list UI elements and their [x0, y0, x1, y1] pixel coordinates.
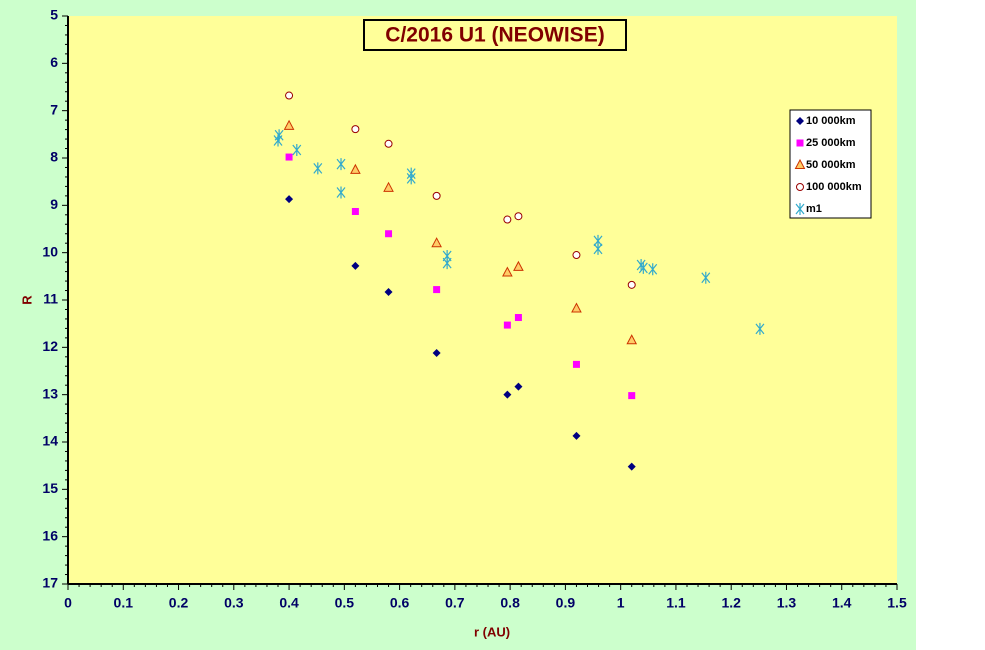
x-tick-label: 0.1 [114, 595, 134, 611]
y-tick-label: 10 [42, 243, 58, 259]
point [274, 129, 284, 142]
legend-label: 100 000km [806, 181, 862, 193]
point [626, 334, 638, 345]
legend-marker [795, 203, 805, 215]
point [514, 382, 523, 391]
point [406, 172, 416, 185]
y-tick-label: 13 [42, 385, 58, 401]
point [283, 119, 295, 130]
point [351, 207, 359, 215]
x-tick-label: 1.5 [887, 595, 907, 611]
y-tick-label: 15 [42, 480, 58, 496]
x-tick-label: 1.2 [721, 595, 741, 611]
point [442, 257, 452, 270]
legend-marker [794, 158, 806, 169]
y-tick-label: 9 [50, 196, 58, 212]
x-tick-label: 1 [617, 595, 625, 611]
x-tick-label: 0.2 [169, 595, 189, 611]
plot-area [68, 16, 897, 584]
point [384, 287, 393, 296]
x-tick-label: 1.1 [666, 595, 686, 611]
x-tick-label: 0.7 [445, 595, 465, 611]
point [572, 251, 581, 260]
title-box [363, 19, 627, 51]
point [285, 195, 294, 204]
legend-label: 50 000km [806, 159, 856, 171]
point [701, 271, 711, 284]
y-axis-label: R [19, 295, 34, 305]
legend-label: m1 [806, 203, 822, 215]
y-tick-label: 6 [50, 54, 58, 70]
point [627, 280, 636, 289]
point [503, 321, 511, 329]
y-tick-label: 16 [42, 527, 58, 543]
point [351, 125, 360, 134]
chart-title: C/2016 U1 (NEOWISE) [385, 24, 604, 47]
y-tick-label: 17 [42, 575, 58, 591]
point [384, 139, 393, 148]
point [313, 162, 323, 175]
x-tick-label: 1.3 [777, 595, 797, 611]
x-axis-label: r (AU) [474, 624, 510, 639]
point [385, 230, 393, 238]
x-tick-label: 0.8 [500, 595, 520, 611]
point [433, 286, 441, 294]
point [513, 260, 524, 271]
x-tick-label: 0.4 [279, 595, 299, 611]
point [572, 431, 581, 440]
point [350, 163, 361, 174]
y-tick-label: 7 [50, 101, 58, 117]
legend-marker [796, 139, 804, 147]
point [514, 314, 522, 322]
point [336, 158, 346, 171]
point [292, 143, 302, 156]
point [571, 302, 582, 313]
point [285, 91, 294, 100]
legend-box [789, 109, 872, 219]
point [572, 360, 580, 368]
point [336, 186, 346, 199]
point [285, 153, 293, 161]
legend-label: 10 000km [806, 115, 856, 127]
y-tick-label: 14 [42, 433, 58, 449]
y-tick-label: 11 [43, 291, 58, 307]
x-tick-label: 0.6 [390, 595, 410, 611]
point [648, 263, 658, 276]
point [431, 237, 442, 248]
point [503, 390, 512, 399]
point [593, 242, 603, 255]
point [503, 215, 512, 224]
x-tick-label: 1.4 [832, 595, 852, 611]
x-tick-label: 0.9 [556, 595, 576, 611]
x-tick-label: 0.5 [335, 595, 355, 611]
point [638, 261, 648, 274]
point [432, 349, 441, 358]
point [628, 392, 636, 400]
point [755, 322, 765, 335]
legend-marker [796, 183, 804, 191]
legend-marker [796, 117, 804, 125]
legend-label: 25 000km [806, 137, 856, 149]
point [502, 266, 513, 277]
point [514, 212, 523, 221]
point [432, 191, 441, 200]
x-tick-label: 0.3 [224, 595, 244, 611]
x-tick-label: 0 [64, 595, 72, 611]
y-tick-label: 12 [42, 338, 58, 354]
point [351, 261, 360, 270]
point [627, 462, 636, 471]
y-tick-label: 8 [50, 149, 58, 165]
point [383, 181, 394, 192]
y-tick-label: 5 [50, 7, 58, 23]
